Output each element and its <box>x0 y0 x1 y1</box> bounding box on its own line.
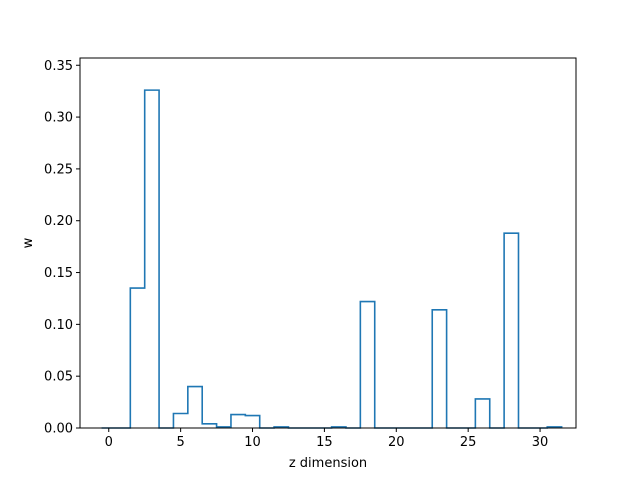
x-tick-label: 20 <box>388 435 405 450</box>
histogram-bar <box>188 387 202 428</box>
histogram-bar <box>145 90 159 428</box>
x-tick-label: 25 <box>460 435 477 450</box>
histogram-bars <box>130 90 561 428</box>
y-tick-label: 0.15 <box>44 266 73 281</box>
histogram-bar <box>360 302 374 428</box>
x-tick-label: 0 <box>105 435 113 450</box>
x-tick-label: 5 <box>176 435 184 450</box>
histogram-bar <box>504 233 518 428</box>
histogram-bar <box>475 399 489 428</box>
axes-frame <box>79 57 577 429</box>
y-tick-label: 0.10 <box>44 318 73 333</box>
x-tick-label: 10 <box>244 435 261 450</box>
histogram-step-outline <box>101 89 563 429</box>
histogram-bar <box>202 424 216 428</box>
y-axis-label: w <box>21 237 36 248</box>
histogram-bar <box>173 413 187 428</box>
y-tick-label: 0.20 <box>44 214 73 229</box>
y-tick-label: 0.35 <box>44 59 73 74</box>
y-tick-label: 0.00 <box>44 422 73 437</box>
y-tick-label: 0.25 <box>44 162 73 177</box>
y-axis-ticks: 0.00 0.05 0.10 0.15 0.20 0.25 0.30 0.35 <box>44 59 80 437</box>
x-axis-ticks: 0 5 10 15 20 25 30 <box>105 428 549 450</box>
histogram-bar <box>245 416 259 428</box>
histogram-bar <box>432 310 446 428</box>
histogram-bar <box>231 415 245 428</box>
x-axis-label: z dimension <box>289 456 367 471</box>
x-tick-label: 30 <box>532 435 549 450</box>
y-tick-label: 0.05 <box>44 370 73 385</box>
histogram-bar <box>130 288 144 428</box>
x-tick-label: 15 <box>316 435 333 450</box>
y-tick-label: 0.30 <box>44 111 73 126</box>
